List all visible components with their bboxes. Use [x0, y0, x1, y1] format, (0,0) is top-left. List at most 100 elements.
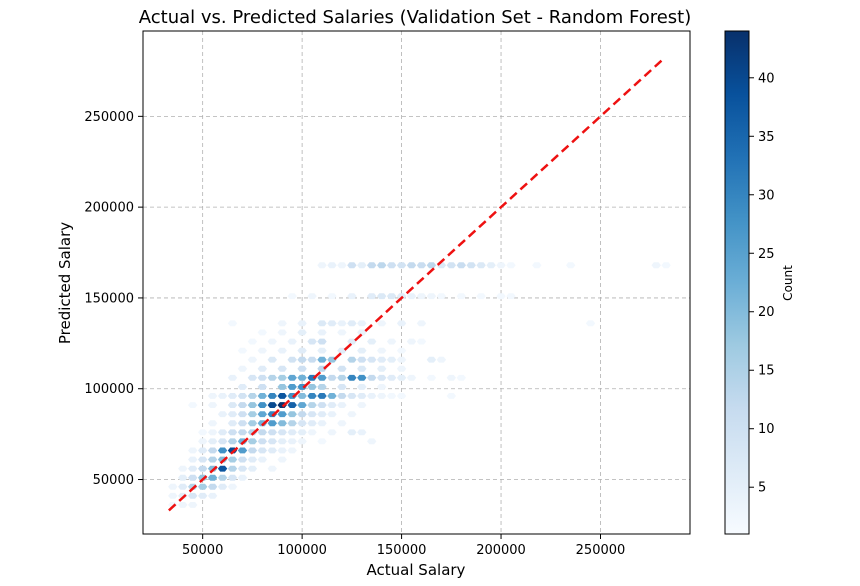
hex-cell [227, 483, 238, 490]
hex-cell [297, 393, 307, 399]
hex-cell [357, 320, 367, 327]
hex-cell [386, 262, 397, 269]
plot-frame [142, 30, 691, 535]
hex-cell [267, 429, 277, 436]
y-tick-label-1: 100000 [84, 382, 134, 397]
hex-cell [287, 402, 297, 408]
hex-cell [307, 411, 317, 418]
hex-cell [267, 438, 277, 445]
hex-cell [247, 456, 258, 463]
hex-cell [188, 502, 198, 508]
hex-cell [257, 384, 267, 390]
hex-cell [337, 384, 347, 390]
hex-cell [237, 447, 248, 454]
hex-cell [347, 293, 357, 300]
hex-cell [327, 402, 337, 408]
hex-cell [217, 411, 228, 418]
hex-cell [317, 384, 327, 390]
hex-cell [287, 411, 297, 418]
colorbar [724, 30, 750, 535]
hex-cell [267, 447, 277, 454]
hex-cell [357, 374, 367, 381]
hex-cell [247, 447, 258, 454]
y-tick-label-2: 150000 [84, 291, 134, 306]
identity-reference-line [168, 57, 665, 512]
hex-cell [237, 365, 248, 372]
hex-cell [178, 483, 188, 490]
hex-cell [367, 374, 377, 381]
hex-cell [227, 374, 238, 381]
hex-cell [317, 374, 327, 381]
hex-cell [476, 262, 486, 269]
hex-cell [486, 262, 496, 269]
hex-cell [207, 474, 218, 481]
hex-cell [307, 338, 317, 345]
hex-cell [287, 420, 297, 427]
hex-cell [337, 365, 347, 372]
hex-cell [198, 465, 208, 472]
hex-cell [227, 474, 238, 481]
hex-cell [207, 429, 218, 436]
hex-cell [307, 429, 317, 436]
hex-cell [297, 356, 307, 363]
hex-cell [237, 429, 248, 436]
hex-cell [257, 402, 267, 408]
hex-cell [277, 365, 287, 372]
hex-cell [661, 262, 671, 269]
hex-cell [367, 356, 377, 363]
hex-cell [377, 262, 387, 269]
hex-cell [396, 320, 407, 327]
hex-cell [198, 483, 208, 490]
hex-cell [277, 456, 287, 463]
hex-cell [566, 262, 576, 269]
hex-cell [337, 374, 347, 381]
hex-cell [347, 262, 357, 269]
hex-cell [416, 262, 427, 269]
hex-cell [217, 438, 228, 445]
hex-cell [297, 411, 307, 418]
hex-cell [426, 356, 437, 363]
hex-cell [357, 429, 367, 436]
hex-cell [267, 393, 277, 399]
hex-cell [168, 483, 178, 490]
hex-cell [297, 374, 307, 381]
hex-cell [277, 420, 287, 427]
hex-cell [307, 402, 317, 408]
hex-cell [585, 320, 596, 327]
hex-cell [277, 411, 287, 418]
hex-cell [168, 492, 178, 499]
hex-cell [436, 293, 447, 300]
hex-cell [277, 384, 287, 390]
hex-cell [357, 329, 367, 336]
hex-cell [237, 465, 248, 472]
hex-cell [287, 293, 297, 300]
chart-title: Actual vs. Predicted Salaries (Validatio… [139, 7, 692, 28]
hex-cell [327, 374, 337, 381]
hex-cell [386, 356, 397, 363]
hex-cell [207, 447, 218, 454]
hex-cell [277, 438, 287, 445]
hex-cell [357, 393, 367, 399]
hex-cell [247, 338, 258, 345]
hex-cell [237, 456, 248, 463]
hex-cell [227, 411, 238, 418]
colorbar-tick-label-0: 5 [758, 481, 766, 496]
hex-cell [307, 293, 317, 300]
y-tick-label-3: 200000 [84, 201, 134, 216]
hex-cell [651, 262, 661, 269]
hex-cell [257, 347, 267, 354]
hex-cell [377, 374, 387, 381]
hex-cell [198, 447, 208, 454]
colorbar-tick-label-3: 20 [758, 305, 775, 320]
hex-cell [396, 293, 407, 300]
hex-cell [367, 262, 377, 269]
hex-cell [396, 374, 407, 381]
hex-cell [257, 456, 267, 463]
x-tick-label-0: 50000 [182, 543, 223, 558]
hex-cell [188, 402, 198, 408]
hex-cell [277, 329, 287, 336]
hex-cell [337, 262, 347, 269]
hex-cell [168, 502, 178, 508]
hex-cell [357, 365, 367, 372]
hex-cell [396, 356, 407, 363]
